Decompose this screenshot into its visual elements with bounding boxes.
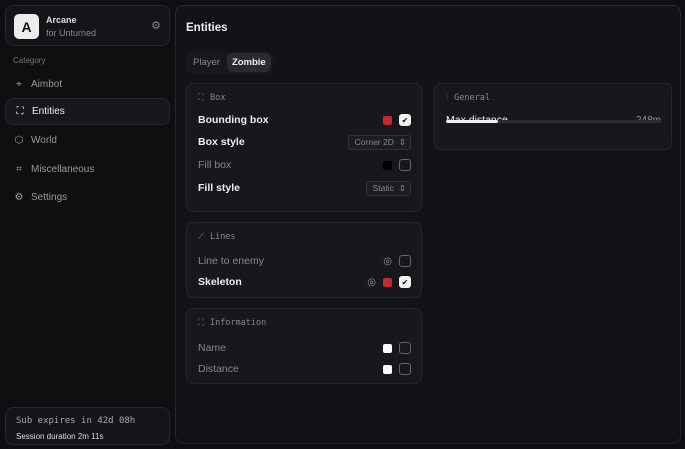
line-to-enemy-row: Line to enemy ◎ [198,253,411,269]
sidebar-item-label: Entities [32,106,65,117]
information-section: ⛶ Information Name Distance [186,308,422,384]
chevron-updown-icon: ⇕ [398,136,406,147]
skeleton-label: Skeleton [198,276,242,288]
fill-style-label: Fill style [198,182,241,194]
fill-box-checkbox[interactable] [399,159,411,171]
sidebar-item-aimbot[interactable]: ⌖ Aimbot [5,71,170,98]
gear-icon[interactable]: ⚙ [151,20,161,32]
fill-style-select[interactable]: Static ⇕ [365,180,411,196]
select-value: Static [372,183,394,193]
box-icon: ⛶ [198,93,204,103]
distance-label: Distance [198,363,239,375]
information-icon: ⛶ [198,318,204,328]
tab-zombie[interactable]: Zombie [226,53,271,72]
color-swatch[interactable] [383,115,392,125]
color-swatch[interactable] [383,160,392,170]
section-title: General [454,93,490,103]
color-swatch[interactable] [383,343,392,353]
fill-box-row: Fill box [198,157,411,173]
color-swatch[interactable] [383,277,392,287]
line-to-enemy-checkbox[interactable] [399,255,411,267]
box-style-select[interactable]: Corner 2D ⇕ [347,134,411,150]
cube-icon: ⬡ [14,135,24,146]
select-value: Corner 2D [354,137,394,147]
entities-icon: ⛶ [16,106,24,117]
section-title: Information [209,318,267,328]
fill-style-row: Fill style Static ⇕ [198,180,411,196]
grid-icon: ⌗ [16,164,22,175]
box-style-label: Box style [198,136,245,148]
section-title: Lines [209,232,236,242]
sidebar-item-label: Settings [31,192,68,203]
name-row: Name [198,340,411,356]
general-icon: ⫶ [446,93,449,103]
brand-card: A Arcane for Unturned ⚙ [5,5,170,46]
line-to-enemy-label: Line to enemy [198,255,264,267]
category-label: Category [13,56,46,65]
box-style-row: Box style Corner 2D ⇕ [198,134,411,150]
bounding-box-checkbox[interactable]: ✔ [399,114,411,126]
main-panel: Entities Player Zombie ⛶ Box Bounding box… [175,5,681,444]
sidebar-item-miscellaneous[interactable]: ⌗ Miscellaneous [5,156,170,183]
name-checkbox[interactable] [399,342,411,354]
app-title: Arcane [46,15,77,25]
app-logo: A [14,14,39,39]
subscription-card: Sub expires in 42d 08h Session duration … [5,407,170,445]
line-icon: ⟋ [198,232,204,242]
session-duration: Session duration 2m 11s [16,432,104,441]
crosshair-icon: ⌖ [16,79,22,90]
target-icon[interactable]: ◎ [383,255,392,267]
app-subtitle: for Unturned [46,28,97,38]
sidebar-item-settings[interactable]: ⚙ Settings [5,184,170,211]
name-label: Name [198,342,227,354]
tab-player[interactable]: Player [193,57,220,68]
lines-section: ⟋ Lines Line to enemy ◎ Skeleton ◎ ✔ [186,222,422,298]
section-title: Box [209,93,226,103]
sidebar-item-label: Aimbot [31,79,63,90]
skeleton-row: Skeleton ◎ ✔ [198,274,411,290]
skeleton-checkbox[interactable]: ✔ [399,276,411,288]
general-section: ⫶General Max distance248m [434,83,672,150]
target-icon[interactable]: ◎ [367,276,376,288]
max-distance-slider[interactable] [446,120,661,123]
subscription-expiry: Sub expires in 42d 08h [16,416,136,426]
sidebar-item-entities[interactable]: ⛶ Entities [5,98,170,125]
color-swatch[interactable] [383,364,392,374]
bounding-box-label: Bounding box [198,114,269,126]
chevron-updown-icon: ⇕ [398,182,406,193]
distance-checkbox[interactable] [399,363,411,375]
sidebar-item-label: Miscellaneous [31,164,95,175]
gear-icon: ⚙ [14,192,24,203]
box-section: ⛶ Box Bounding box ✔ Box style Corner 2D ⇕ F… [186,83,422,212]
bounding-box-row: Bounding box ✔ [198,112,411,128]
sidebar-item-label: World [31,135,57,146]
entity-tabs: Player Zombie [186,51,273,74]
fill-box-label: Fill box [198,159,232,171]
slider-fill [446,120,498,123]
page-title: Entities [186,22,228,34]
distance-row: Distance [198,361,411,377]
sidebar-item-world[interactable]: ⬡ World [5,127,170,154]
